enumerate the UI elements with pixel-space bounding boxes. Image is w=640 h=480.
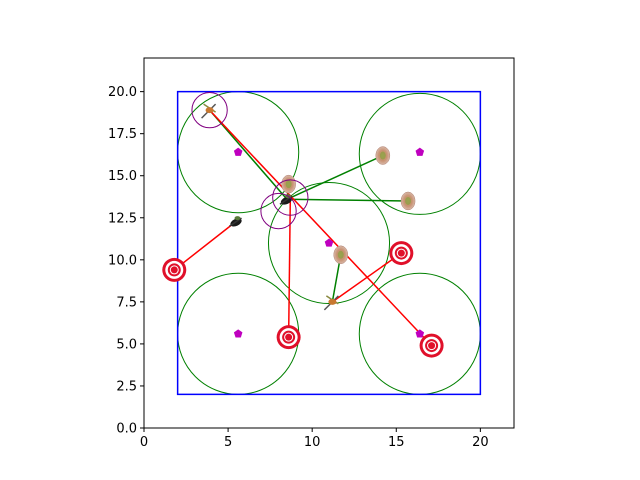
boundary-rect <box>176 90 482 396</box>
agent-marker-1 <box>229 216 242 227</box>
green-link-2 <box>286 198 409 202</box>
purple-ring-2 <box>272 179 309 216</box>
axes-frame <box>143 57 515 429</box>
purple-ring-1 <box>260 192 297 230</box>
target-marker-0 <box>162 257 187 282</box>
agent-top-1 <box>234 216 241 221</box>
red-link-3 <box>331 252 402 303</box>
x-tick-label-1: 5 <box>224 435 232 450</box>
y-tick-label-3: 7.5 <box>116 295 137 310</box>
y-tick-label-7: 17.5 <box>108 127 137 142</box>
target-marker-2 <box>276 325 301 350</box>
y-tick-label-5: 12.5 <box>108 211 137 226</box>
blob-marker-0 <box>375 146 391 165</box>
blob-core-0 <box>379 151 386 160</box>
target-marker-3 <box>419 333 444 358</box>
blob-core-1 <box>405 196 412 205</box>
zone-center-marker-4 <box>324 238 334 247</box>
agent-marker-0 <box>201 103 217 119</box>
x-tick-label-4: 20 <box>472 435 489 450</box>
green-link-1 <box>286 154 384 200</box>
y-tick-label-1: 2.5 <box>116 379 137 394</box>
red-link-2 <box>173 220 237 271</box>
y-tick-label-8: 20.0 <box>108 85 137 100</box>
x-tick-label-3: 15 <box>388 435 405 450</box>
blob-marker-1 <box>400 191 416 211</box>
target-marker-1 <box>389 241 414 266</box>
agent-body-0 <box>205 107 214 114</box>
zone-center-marker-1 <box>415 147 425 156</box>
zone-circle-4 <box>267 181 391 305</box>
target-center-0 <box>170 266 178 274</box>
x-tick-label-2: 10 <box>304 435 321 450</box>
blob-marker-3 <box>333 245 349 265</box>
target-center-1 <box>397 249 405 257</box>
purple-ring-0 <box>191 91 228 129</box>
red-link-0 <box>209 109 433 347</box>
blob-core-2 <box>285 180 292 189</box>
y-tick-label-0: 0.0 <box>116 422 137 437</box>
zone-center-marker-2 <box>233 329 243 338</box>
green-link-0 <box>209 109 288 200</box>
target-center-3 <box>428 342 436 350</box>
y-tick-label-2: 5.0 <box>116 337 137 352</box>
blob-core-3 <box>337 250 344 259</box>
target-center-2 <box>285 333 293 341</box>
agent-body-3 <box>328 298 337 305</box>
agent-marker-3 <box>323 295 339 311</box>
zone-center-marker-3 <box>415 329 425 338</box>
y-tick-label-4: 10.0 <box>108 253 137 268</box>
red-link-1 <box>287 197 292 338</box>
y-tick-label-6: 15.0 <box>108 169 137 184</box>
blob-marker-2 <box>281 174 296 194</box>
x-tick-label-0: 0 <box>140 435 148 450</box>
zone-center-marker-0 <box>233 147 243 156</box>
